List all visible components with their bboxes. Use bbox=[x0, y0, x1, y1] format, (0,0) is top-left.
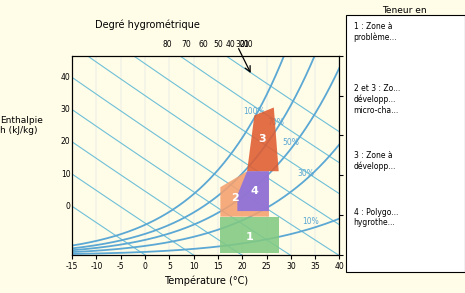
Text: 2: 2 bbox=[231, 193, 239, 202]
X-axis label: Température (°C): Température (°C) bbox=[164, 275, 248, 285]
Text: 60: 60 bbox=[199, 40, 208, 49]
Polygon shape bbox=[220, 217, 279, 253]
Text: 20: 20 bbox=[240, 40, 249, 49]
Text: 0: 0 bbox=[66, 202, 71, 211]
Text: 80: 80 bbox=[162, 40, 172, 49]
Text: 1: 1 bbox=[246, 232, 253, 242]
Text: 10: 10 bbox=[243, 40, 253, 49]
Text: 30: 30 bbox=[235, 40, 245, 49]
Text: 4: 4 bbox=[251, 186, 259, 196]
Text: 30%: 30% bbox=[297, 168, 314, 178]
Text: 40: 40 bbox=[225, 40, 235, 49]
Text: Enthalpie
h (kJ/kg): Enthalpie h (kJ/kg) bbox=[0, 116, 43, 135]
Text: 50: 50 bbox=[213, 40, 223, 49]
Text: 2 et 3 : Zo...
développ...
micro-cha...: 2 et 3 : Zo... développ... micro-cha... bbox=[353, 84, 400, 115]
Text: 1 : Zone à
problème...: 1 : Zone à problème... bbox=[353, 22, 397, 42]
Text: 3: 3 bbox=[258, 134, 266, 144]
Polygon shape bbox=[247, 108, 279, 171]
Text: 70%: 70% bbox=[268, 118, 285, 127]
Polygon shape bbox=[237, 171, 269, 211]
Polygon shape bbox=[220, 171, 269, 217]
Text: 20: 20 bbox=[61, 137, 71, 146]
Text: 3 : Zone à
développ...: 3 : Zone à développ... bbox=[353, 151, 396, 171]
Text: 100%: 100% bbox=[244, 107, 265, 115]
FancyBboxPatch shape bbox=[346, 15, 465, 272]
Text: 30: 30 bbox=[61, 105, 71, 114]
Text: 70: 70 bbox=[181, 40, 191, 49]
Text: Degré hygrométrique: Degré hygrométrique bbox=[94, 19, 199, 30]
Text: 40: 40 bbox=[61, 73, 71, 82]
Text: 50%: 50% bbox=[282, 137, 299, 146]
Text: 10%: 10% bbox=[302, 217, 319, 226]
Text: 4 : Polygo...
hygrothe...: 4 : Polygo... hygrothe... bbox=[353, 208, 398, 227]
Text: 10: 10 bbox=[61, 170, 71, 178]
Text: Teneur en
humidité (gr/kg): Teneur en humidité (gr/kg) bbox=[353, 6, 427, 26]
